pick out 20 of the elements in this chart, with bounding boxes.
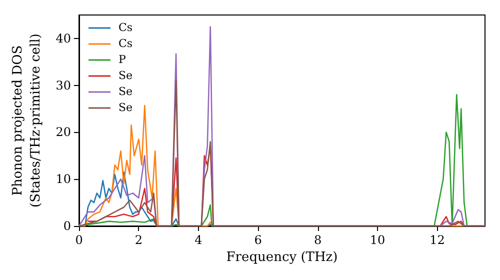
- x-tick-label: 4: [194, 233, 203, 247]
- y-tick-label: 10: [56, 172, 71, 186]
- x-axis-title: Frequency (THz): [226, 250, 338, 265]
- x-tick-label: 2: [134, 233, 143, 247]
- legend-label: P: [118, 53, 126, 66]
- legend-label: Se: [118, 69, 133, 82]
- legend-label: Se: [118, 85, 133, 98]
- x-tick-label: 6: [254, 233, 262, 247]
- x-tick-label: 8: [314, 233, 322, 247]
- y-tick-label: 0: [63, 219, 71, 233]
- y-tick-label: 30: [56, 78, 71, 92]
- y-axis-title: Phonon projected DOS (States/THz·primitive cell): [10, 33, 44, 208]
- legend-label: Cs: [118, 37, 133, 50]
- y-tick-label: 20: [56, 125, 71, 140]
- legend-label: Cs: [118, 21, 133, 34]
- x-tick-label: 12: [430, 233, 445, 247]
- y-tick-label: 40: [56, 31, 71, 46]
- x-tick-label: 0: [75, 233, 83, 247]
- legend-label: Se: [118, 101, 133, 114]
- x-tick-label: 10: [370, 233, 386, 247]
